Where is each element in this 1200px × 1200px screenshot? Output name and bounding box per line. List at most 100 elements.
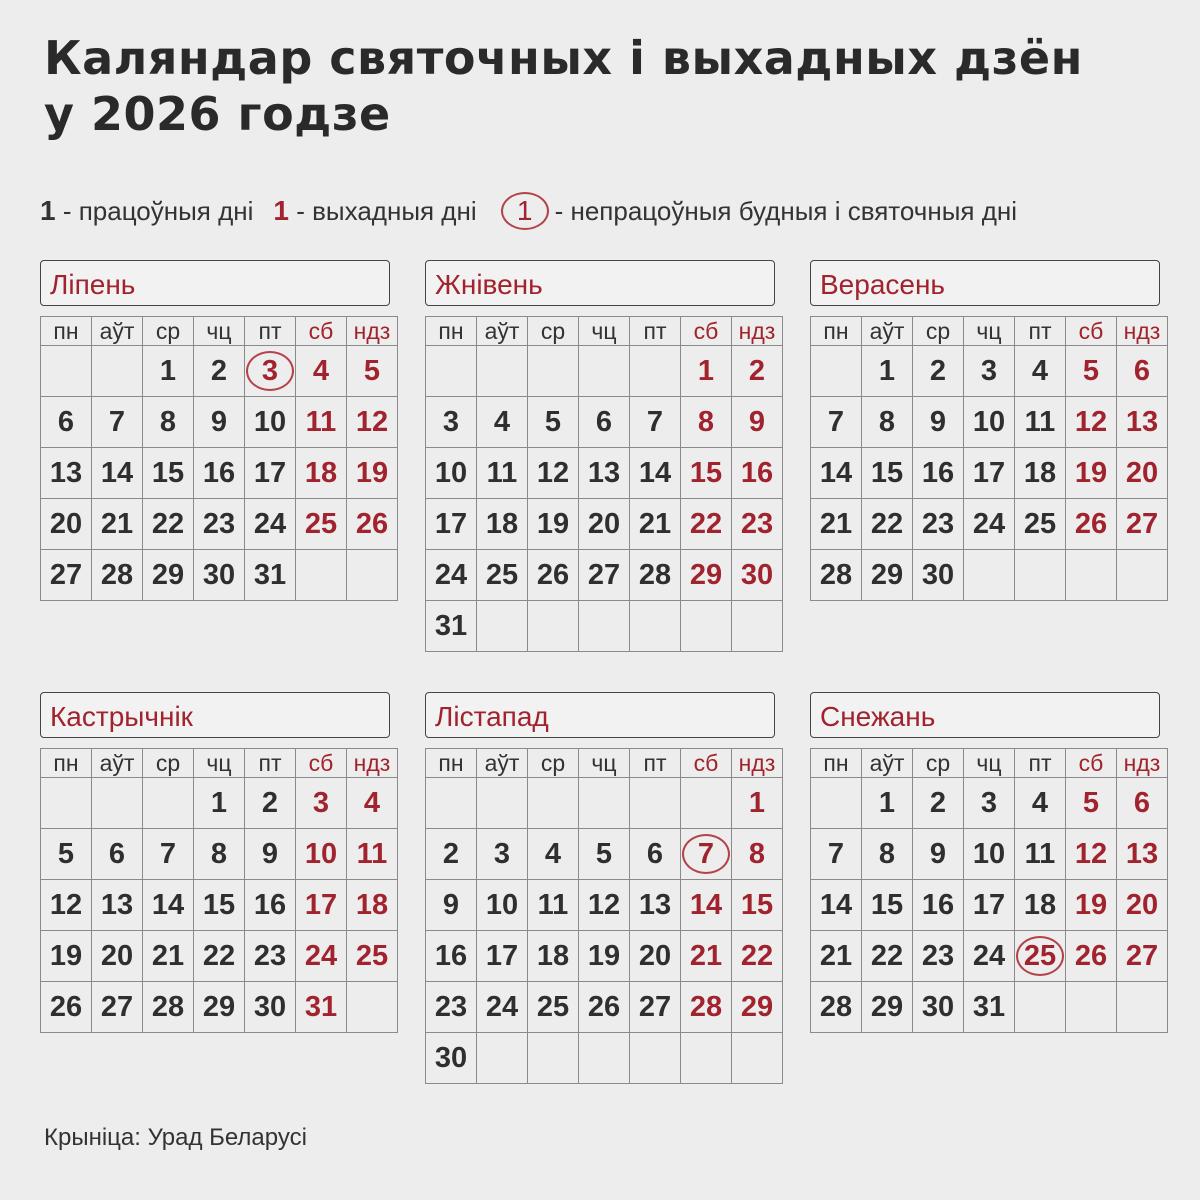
month-grid: пн аўт ср чц пт сб ндз 1 2 3 4 5 6 7 8 9 10 11 12 13 14 15 16 1… [425, 748, 783, 1084]
month-grid: пн аўт ср чц пт сб ндз 1 2 3 4 5 6 7 8 9 10 11 12 13 14 15 16 1… [810, 748, 1168, 1033]
day-cell: 20 [91, 930, 143, 982]
day-cell: 16 [193, 447, 245, 499]
day-cell: 17 [963, 879, 1015, 931]
day-cell: 14 [629, 447, 681, 499]
empty-cell [476, 777, 528, 829]
day-cell: 8 [861, 396, 913, 448]
day-cell: 25 [1014, 498, 1066, 550]
day-cell: 9 [912, 396, 964, 448]
day-cell: 20 [1116, 447, 1168, 499]
day-cell: 1 [680, 345, 732, 397]
legend-working-sample: 1 [40, 195, 56, 226]
day-cell: 19 [1065, 447, 1117, 499]
weekday-header: сб [680, 748, 732, 778]
day-cell: 30 [425, 1032, 477, 1084]
day-cell: 20 [40, 498, 92, 550]
weekday-header: ср [912, 748, 964, 778]
legend: 1 - працоўныя дні 1 - выхадныя дні 1- не… [40, 192, 1017, 230]
week-row: 23 24 25 26 27 28 29 [425, 981, 783, 1033]
day-cell: 31 [963, 981, 1015, 1033]
day-cell: 15 [731, 879, 783, 931]
holiday-day-cell: 3 [244, 345, 296, 397]
day-cell: 5 [1065, 345, 1117, 397]
month-grid: пн аўт ср чц пт сб ндз 1 2 3 4 5 6 7 8 9 10 11 12 13 14 15 16 1… [425, 316, 783, 652]
day-cell: 4 [346, 777, 398, 829]
day-cell: 14 [810, 447, 862, 499]
weekday-header: пн [425, 748, 477, 778]
empty-cell [40, 777, 92, 829]
month-name: Снежань [810, 692, 1160, 738]
day-cell: 19 [1065, 879, 1117, 931]
day-cell: 29 [680, 549, 732, 601]
day-cell: 15 [142, 447, 194, 499]
week-row: 20 21 22 23 24 25 26 [40, 498, 398, 550]
day-cell: 22 [861, 498, 913, 550]
weekday-header: сб [1065, 316, 1117, 346]
empty-cell [527, 600, 579, 652]
holiday-day-cell: 7 [680, 828, 732, 880]
day-cell: 7 [142, 828, 194, 880]
week-row: 5 6 7 8 9 10 11 [40, 828, 398, 880]
weekday-header: чц [578, 748, 630, 778]
empty-cell [629, 600, 681, 652]
empty-cell [680, 1032, 732, 1084]
day-cell: 2 [912, 345, 964, 397]
title-line-2: у 2026 годзе [44, 87, 391, 141]
day-cell: 12 [1065, 396, 1117, 448]
day-cell: 22 [861, 930, 913, 982]
day-cell: 21 [629, 498, 681, 550]
empty-cell [425, 777, 477, 829]
weekday-header: чц [193, 316, 245, 346]
day-cell: 16 [912, 447, 964, 499]
day-cell: 20 [629, 930, 681, 982]
title-line-1: Каляндар святочных і выхадных дзён [44, 31, 1083, 85]
weekday-header: аўт [476, 316, 528, 346]
day-cell: 27 [578, 549, 630, 601]
month-name: Жнівень [425, 260, 775, 306]
empty-cell [1014, 549, 1066, 601]
day-cell: 25 [295, 498, 347, 550]
weekday-header: ндз [1116, 748, 1168, 778]
day-cell: 26 [346, 498, 398, 550]
day-cell: 22 [193, 930, 245, 982]
weekday-header: сб [680, 316, 732, 346]
day-cell: 23 [731, 498, 783, 550]
day-cell: 24 [963, 930, 1015, 982]
day-cell: 8 [680, 396, 732, 448]
week-row: 14 15 16 17 18 19 20 [810, 879, 1168, 931]
day-cell: 6 [1116, 777, 1168, 829]
empty-cell [527, 777, 579, 829]
weekday-header: пн [810, 316, 862, 346]
empty-cell [1014, 981, 1066, 1033]
source-note: Крыніца: Урад Беларусі [44, 1124, 307, 1151]
week-row: 21 22 23 24 25 26 27 [810, 498, 1168, 550]
day-cell: 2 [425, 828, 477, 880]
day-cell: 10 [963, 828, 1015, 880]
day-cell: 31 [244, 549, 296, 601]
day-cell: 29 [142, 549, 194, 601]
day-cell: 10 [295, 828, 347, 880]
weekday-header: аўт [91, 748, 143, 778]
day-cell: 9 [244, 828, 296, 880]
day-cell: 12 [527, 447, 579, 499]
holiday-circle: 3 [246, 351, 294, 391]
weekday-header: ндз [1116, 316, 1168, 346]
day-cell: 3 [963, 345, 1015, 397]
empty-cell [731, 600, 783, 652]
day-cell: 2 [193, 345, 245, 397]
day-cell: 18 [476, 498, 528, 550]
week-row: 7 8 9 10 11 12 13 [810, 396, 1168, 448]
day-cell: 4 [476, 396, 528, 448]
day-cell: 8 [861, 828, 913, 880]
month-grid: пн аўт ср чц пт сб ндз 1 2 3 4 5 6 7 8 9 10 11 12 13 14 15 16 1… [40, 316, 398, 601]
empty-cell [578, 1032, 630, 1084]
day-cell: 27 [1116, 930, 1168, 982]
empty-cell [810, 777, 862, 829]
empty-cell [527, 345, 579, 397]
day-cell: 16 [244, 879, 296, 931]
day-cell: 1 [861, 345, 913, 397]
weekday-header: ср [142, 748, 194, 778]
